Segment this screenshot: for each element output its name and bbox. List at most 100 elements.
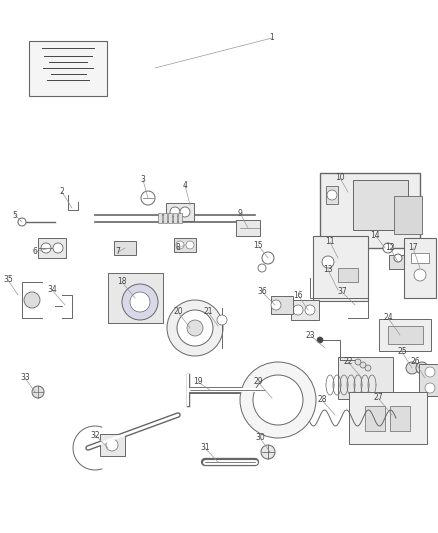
- Text: 35: 35: [3, 276, 13, 285]
- Circle shape: [24, 292, 40, 308]
- Text: 15: 15: [253, 240, 263, 249]
- Text: 13: 13: [323, 265, 333, 274]
- Bar: [388, 326, 423, 344]
- Circle shape: [18, 218, 26, 226]
- Bar: [411, 253, 429, 263]
- Bar: [394, 196, 422, 234]
- Bar: [338, 268, 358, 282]
- Bar: [114, 241, 136, 255]
- Bar: [390, 406, 410, 431]
- Text: 18: 18: [117, 278, 127, 287]
- Text: 6: 6: [32, 247, 37, 256]
- Text: 4: 4: [183, 181, 187, 190]
- Text: 24: 24: [383, 313, 393, 322]
- Circle shape: [32, 386, 44, 398]
- Circle shape: [176, 241, 184, 249]
- Bar: [338, 357, 392, 399]
- Circle shape: [355, 359, 361, 365]
- Circle shape: [41, 243, 51, 253]
- Circle shape: [170, 207, 180, 217]
- Bar: [178, 213, 182, 223]
- Bar: [158, 213, 162, 223]
- Circle shape: [327, 190, 337, 200]
- Text: 23: 23: [305, 330, 315, 340]
- Text: 29: 29: [253, 377, 263, 386]
- Circle shape: [293, 305, 303, 315]
- Circle shape: [130, 292, 150, 312]
- Circle shape: [416, 362, 428, 374]
- Text: 3: 3: [141, 175, 145, 184]
- Circle shape: [425, 367, 435, 377]
- Bar: [173, 213, 177, 223]
- Bar: [236, 220, 260, 236]
- Bar: [107, 273, 162, 323]
- Text: 28: 28: [317, 395, 327, 405]
- Text: 22: 22: [343, 358, 353, 367]
- Circle shape: [383, 243, 393, 253]
- Circle shape: [305, 305, 315, 315]
- Text: 34: 34: [47, 286, 57, 295]
- Text: 14: 14: [370, 230, 380, 239]
- Bar: [168, 213, 172, 223]
- Circle shape: [271, 300, 281, 310]
- Text: 9: 9: [237, 208, 243, 217]
- Circle shape: [322, 256, 334, 268]
- Circle shape: [262, 252, 274, 264]
- Text: 11: 11: [325, 238, 335, 246]
- Bar: [353, 180, 407, 230]
- Text: 7: 7: [116, 247, 120, 256]
- Circle shape: [106, 439, 118, 451]
- Text: 1: 1: [270, 34, 274, 43]
- Bar: [163, 213, 167, 223]
- Text: 36: 36: [257, 287, 267, 296]
- Circle shape: [425, 383, 435, 393]
- Circle shape: [365, 365, 371, 371]
- Text: 27: 27: [373, 393, 383, 402]
- Text: 10: 10: [335, 174, 345, 182]
- Text: 21: 21: [203, 308, 213, 317]
- Bar: [271, 296, 293, 314]
- Text: 2: 2: [60, 188, 64, 197]
- Bar: [29, 41, 107, 95]
- Bar: [326, 186, 338, 204]
- Text: 33: 33: [20, 374, 30, 383]
- Circle shape: [122, 284, 158, 320]
- Text: 37: 37: [337, 287, 347, 296]
- Circle shape: [414, 269, 426, 281]
- Circle shape: [187, 320, 203, 336]
- Circle shape: [253, 375, 303, 425]
- Circle shape: [167, 300, 223, 356]
- Text: 31: 31: [200, 443, 210, 453]
- Circle shape: [394, 254, 402, 262]
- Bar: [99, 434, 124, 456]
- Bar: [166, 203, 194, 221]
- Bar: [365, 406, 385, 431]
- Circle shape: [180, 207, 190, 217]
- Text: 16: 16: [293, 290, 303, 300]
- Text: 12: 12: [385, 244, 395, 253]
- Circle shape: [360, 362, 366, 368]
- Text: 30: 30: [255, 433, 265, 442]
- Circle shape: [406, 362, 418, 374]
- Circle shape: [177, 310, 213, 346]
- Circle shape: [261, 445, 275, 459]
- Bar: [349, 392, 427, 444]
- Bar: [379, 319, 431, 351]
- Text: 8: 8: [176, 244, 180, 253]
- Text: 17: 17: [408, 244, 418, 253]
- Bar: [38, 238, 66, 258]
- Bar: [404, 238, 436, 298]
- Text: 5: 5: [13, 211, 18, 220]
- Circle shape: [317, 337, 323, 343]
- Bar: [312, 236, 367, 301]
- Bar: [174, 238, 196, 252]
- Text: 32: 32: [90, 431, 100, 440]
- Text: 19: 19: [193, 377, 203, 386]
- Text: 25: 25: [397, 348, 407, 357]
- Text: 20: 20: [173, 308, 183, 317]
- Circle shape: [186, 241, 194, 249]
- Bar: [291, 300, 319, 320]
- Circle shape: [53, 243, 63, 253]
- Bar: [320, 173, 420, 247]
- Bar: [389, 255, 411, 269]
